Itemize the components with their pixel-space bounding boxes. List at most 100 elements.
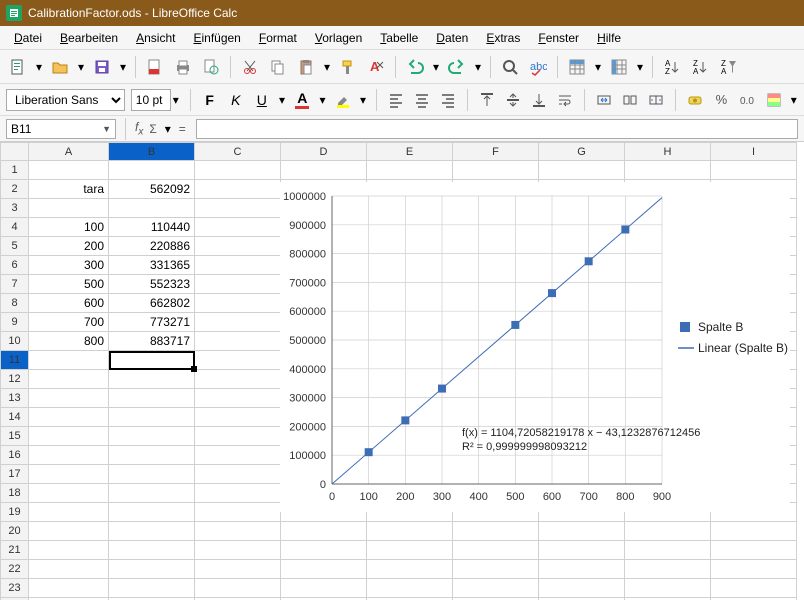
cell-A21[interactable] [29,541,109,560]
cell-F21[interactable] [453,541,539,560]
cell-C1[interactable] [195,161,281,180]
column-icon[interactable] [607,55,631,79]
new-icon[interactable] [6,55,30,79]
cell-B2[interactable]: 562092 [109,180,195,199]
column-header-I[interactable]: I [711,143,797,161]
cell-C11[interactable] [195,351,281,370]
highlight-button[interactable] [333,89,353,111]
cell-C20[interactable] [195,522,281,541]
cell-B4[interactable]: 110440 [109,218,195,237]
font-name-select[interactable]: Liberation Sans [6,89,125,111]
cell-I1[interactable] [711,161,797,180]
row-header-23[interactable]: 23 [1,579,29,598]
align-right-icon[interactable] [438,89,458,111]
undo-icon[interactable] [403,55,427,79]
cell-B13[interactable] [109,389,195,408]
cell-C22[interactable] [195,560,281,579]
clone-format-icon[interactable] [336,55,360,79]
row-header-1[interactable]: 1 [1,161,29,180]
formula-input[interactable] [196,119,798,139]
cell-A8[interactable]: 600 [29,294,109,313]
cell-B3[interactable] [109,199,195,218]
sum-dropdown-icon[interactable]: ▾ [163,122,173,136]
cell-D1[interactable] [281,161,367,180]
row-header-19[interactable]: 19 [1,503,29,522]
cell-A15[interactable] [29,427,109,446]
cell-H23[interactable] [625,579,711,598]
cell-A7[interactable]: 500 [29,275,109,294]
cell-A13[interactable] [29,389,109,408]
column-header-F[interactable]: F [453,143,539,161]
cell-C18[interactable] [195,484,281,503]
menu-format[interactable]: Format [251,28,305,48]
cell-E20[interactable] [367,522,453,541]
cell-F1[interactable] [453,161,539,180]
menu-einfügen[interactable]: Einfügen [185,28,248,48]
cell-I23[interactable] [711,579,797,598]
cell-D21[interactable] [281,541,367,560]
cell-A20[interactable] [29,522,109,541]
menu-fenster[interactable]: Fenster [530,28,587,48]
row-header-6[interactable]: 6 [1,256,29,275]
cell-A10[interactable]: 800 [29,332,109,351]
cell-B17[interactable] [109,465,195,484]
underline-dropdown-icon[interactable]: ▾ [278,93,286,107]
spellcheck-icon[interactable]: abc [526,55,550,79]
row-header-14[interactable]: 14 [1,408,29,427]
cell-C5[interactable] [195,237,281,256]
row-dropdown-icon[interactable]: ▾ [593,60,603,74]
cell-C15[interactable] [195,427,281,446]
cell-B12[interactable] [109,370,195,389]
italic-button[interactable]: K [226,89,246,111]
cell-D20[interactable] [281,522,367,541]
cell-B23[interactable] [109,579,195,598]
cell-B21[interactable] [109,541,195,560]
cut-icon[interactable] [238,55,262,79]
cell-H21[interactable] [625,541,711,560]
cell-A22[interactable] [29,560,109,579]
paste-icon[interactable] [294,55,318,79]
chart[interactable]: 0100000200000300000400000500000600000700… [280,182,790,512]
new-dropdown-icon[interactable]: ▾ [34,60,44,74]
cell-G23[interactable] [539,579,625,598]
cell-B7[interactable]: 552323 [109,275,195,294]
autofilter-icon[interactable]: ZA [716,55,740,79]
cell-B1[interactable] [109,161,195,180]
paste-dropdown-icon[interactable]: ▾ [322,60,332,74]
row-icon[interactable] [565,55,589,79]
formula-equals-icon[interactable]: = [179,122,186,136]
align-left-icon[interactable] [386,89,406,111]
column-header-D[interactable]: D [281,143,367,161]
redo-icon[interactable] [445,55,469,79]
merge-cells-icon[interactable] [594,89,614,111]
cell-F22[interactable] [453,560,539,579]
cell-C3[interactable] [195,199,281,218]
cell-C13[interactable] [195,389,281,408]
sort-asc-icon[interactable]: AZ [660,55,684,79]
font-size-dropdown-icon[interactable]: ▾ [171,93,181,107]
menu-datei[interactable]: Datei [6,28,50,48]
row-header-15[interactable]: 15 [1,427,29,446]
bold-button[interactable]: F [200,89,220,111]
valign-top-icon[interactable] [477,89,497,111]
row-header-9[interactable]: 9 [1,313,29,332]
cell-D23[interactable] [281,579,367,598]
copy-icon[interactable] [266,55,290,79]
cell-C23[interactable] [195,579,281,598]
cell-C16[interactable] [195,446,281,465]
cell-B10[interactable]: 883717 [109,332,195,351]
cell-A19[interactable] [29,503,109,522]
column-header-E[interactable]: E [367,143,453,161]
cell-A23[interactable] [29,579,109,598]
cell-H22[interactable] [625,560,711,579]
cell-C10[interactable] [195,332,281,351]
function-wizard-icon[interactable]: fx [135,120,143,137]
row-header-8[interactable]: 8 [1,294,29,313]
cell-B16[interactable] [109,446,195,465]
cell-E22[interactable] [367,560,453,579]
cell-B9[interactable]: 773271 [109,313,195,332]
unmerge-cells-icon[interactable] [620,89,640,111]
column-dropdown-icon[interactable]: ▾ [635,60,645,74]
cell-G21[interactable] [539,541,625,560]
cell-F20[interactable] [453,522,539,541]
